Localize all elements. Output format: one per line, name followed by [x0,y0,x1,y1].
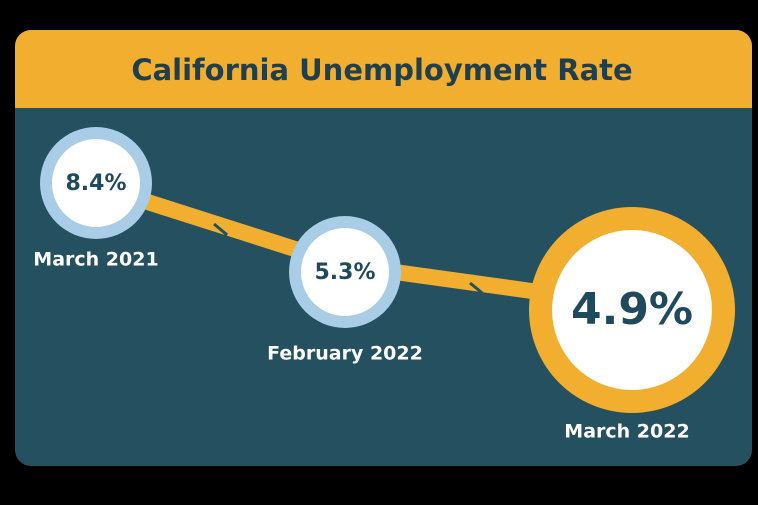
header-band [15,30,752,108]
rate-value: 5.3% [314,260,375,285]
rate-value: 8.4% [65,171,126,196]
chevron [213,222,228,246]
inner-circle [52,139,140,227]
date-label: March 2021 [33,249,158,271]
title: California Unemployment Rate [131,53,632,87]
inner-circle [301,228,389,316]
date-label: February 2022 [267,343,423,365]
inner-circle [552,230,712,390]
chevron [469,281,484,302]
date-label: March 2022 [564,421,689,443]
rate-value: 4.9% [571,284,693,335]
